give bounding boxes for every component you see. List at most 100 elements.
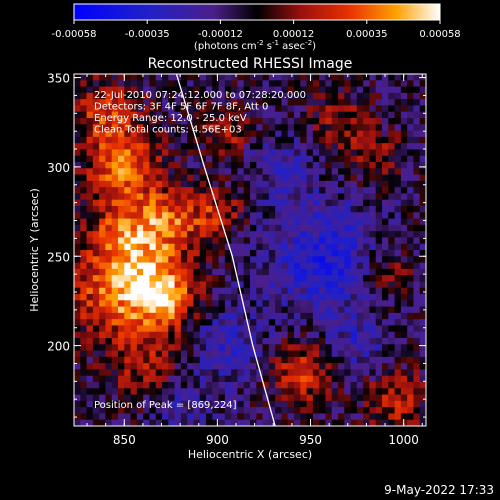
- heatmap-cell: [413, 350, 421, 358]
- heatmap-cell: [180, 388, 188, 395]
- heatmap-cell: [193, 338, 201, 345]
- heatmap-cell: [74, 224, 81, 232]
- heatmap-cell: [212, 105, 219, 113]
- heatmap-cell: [243, 231, 251, 238]
- heatmap-cell: [80, 281, 87, 289]
- heatmap-cell: [287, 74, 295, 81]
- heatmap-cell: [268, 275, 276, 282]
- heatmap-cell: [306, 262, 314, 270]
- heatmap-cell: [394, 74, 402, 81]
- heatmap-cell: [356, 268, 364, 276]
- heatmap-cell: [350, 118, 358, 125]
- heatmap-cell: [149, 350, 157, 358]
- heatmap-cell: [162, 174, 169, 182]
- heatmap-cell: [162, 356, 169, 364]
- heatmap-cell: [363, 325, 370, 333]
- heatmap-cell: [338, 124, 345, 131]
- heatmap-cell: [262, 168, 270, 175]
- heatmap-cell: [300, 212, 307, 219]
- heatmap-cell: [86, 92, 94, 100]
- heatmap-cell: [250, 319, 257, 326]
- heatmap-cell: [111, 331, 119, 339]
- heatmap-cell: [237, 199, 245, 207]
- heatmap-cell: [344, 262, 351, 270]
- heatmap-cell: [224, 206, 232, 213]
- heatmap-cell: [105, 275, 113, 282]
- heatmap-cell: [105, 130, 113, 138]
- heatmap-cell: [92, 319, 100, 326]
- heatmap-cell: [325, 193, 333, 201]
- heatmap-cell: [231, 375, 238, 383]
- heatmap-cell: [231, 136, 238, 144]
- heatmap-cell: [250, 187, 257, 194]
- heatmap-cell: [74, 300, 81, 307]
- heatmap-cell: [99, 319, 106, 326]
- heatmap-cell: [149, 218, 157, 226]
- heatmap-cell: [92, 331, 100, 339]
- heatmap-cell: [419, 287, 426, 295]
- heatmap-cell: [143, 212, 150, 219]
- heatmap-cell: [111, 168, 119, 175]
- heatmap-cell: [319, 168, 326, 175]
- heatmap-cell: [162, 312, 169, 320]
- heatmap-cell: [363, 86, 370, 94]
- heatmap-cell: [105, 388, 113, 395]
- heatmap-cell: [382, 325, 389, 333]
- heatmap-cell: [325, 174, 333, 182]
- solar-limb-line: [175, 74, 276, 426]
- heatmap-cell: [224, 413, 232, 421]
- heatmap-cell: [294, 350, 301, 358]
- heatmap-cell: [80, 155, 87, 163]
- heatmap-cell: [281, 287, 289, 295]
- heatmap-cell: [111, 275, 119, 282]
- heatmap-cell: [275, 168, 282, 175]
- heatmap-cell: [224, 130, 232, 138]
- heatmap-cell: [130, 218, 138, 226]
- heatmap-cell: [162, 294, 169, 301]
- heatmap-cell: [382, 86, 389, 94]
- heatmap-cell: [338, 344, 345, 351]
- heatmap-cell: [237, 74, 245, 81]
- heatmap-cell: [74, 162, 81, 169]
- heatmap-cell: [118, 400, 125, 408]
- heatmap-cell: [319, 294, 326, 301]
- heatmap-cell: [187, 250, 194, 257]
- heatmap-cell: [243, 199, 251, 207]
- heatmap-cell: [375, 74, 383, 81]
- heatmap-cell: [268, 199, 276, 207]
- heatmap-cell: [363, 218, 370, 226]
- heatmap-cell: [118, 388, 125, 395]
- heatmap-cell: [86, 212, 94, 219]
- heatmap-cell: [224, 382, 232, 389]
- heatmap-cell: [256, 111, 263, 119]
- heatmap-cell: [143, 363, 150, 370]
- heatmap-cell: [375, 237, 383, 245]
- heatmap-cell: [105, 199, 113, 207]
- heatmap-cell: [168, 338, 175, 345]
- heatmap-cell: [80, 294, 87, 301]
- heatmap-cell: [130, 388, 138, 395]
- heatmap-cell: [369, 187, 377, 194]
- heatmap-cell: [350, 287, 358, 295]
- heatmap-cell: [124, 363, 131, 370]
- heatmap-cell: [369, 256, 377, 263]
- heatmap-cell: [206, 281, 213, 289]
- heatmap-cell: [250, 136, 257, 144]
- heatmap-cell: [350, 388, 358, 395]
- heatmap-cell: [187, 162, 194, 169]
- heatmap-cell: [413, 382, 421, 389]
- heatmap-cell: [136, 325, 144, 333]
- heatmap-cell: [199, 306, 207, 314]
- heatmap-cell: [413, 300, 421, 307]
- heatmap-cell: [74, 218, 81, 226]
- heatmap-cell: [231, 312, 238, 320]
- heatmap-cell: [149, 256, 157, 263]
- heatmap-cell: [174, 268, 182, 276]
- heatmap-cell: [80, 312, 87, 320]
- heatmap-cell: [363, 130, 370, 138]
- heatmap-cell: [92, 243, 100, 251]
- heatmap-cell: [325, 92, 333, 100]
- heatmap-cell: [237, 212, 245, 219]
- heatmap-cell: [92, 369, 100, 377]
- heatmap-cell: [287, 375, 295, 383]
